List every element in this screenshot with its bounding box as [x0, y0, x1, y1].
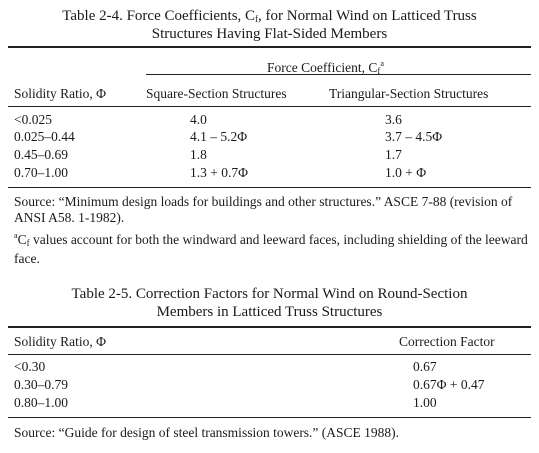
- table2-row3-correction: 1.00: [413, 395, 437, 410]
- table1-row3-square: 1.8: [190, 147, 207, 162]
- table2-title-line1: Table 2-5. Correction Factors for Normal…: [71, 286, 468, 302]
- table1-header-solidity: Solidity Ratio, Φ: [14, 86, 107, 101]
- table1-header-triangular: Triangular-Section Structures: [329, 86, 489, 101]
- table1-group-header: Force Coefficient, Cfa: [267, 59, 384, 76]
- table1-row2-solidity: 0.025–0.44: [14, 129, 75, 144]
- table1-row2-triangular: 3.7 – 4.5Φ: [385, 129, 443, 144]
- table2-row2-correction: 0.67Φ + 0.47: [413, 377, 485, 392]
- table2-row1-solidity: <0.30: [14, 359, 46, 374]
- table2-bottom-rule: [8, 417, 531, 418]
- table2-row1-correction: 0.67: [413, 359, 437, 374]
- table1-row3-solidity: 0.45–0.69: [14, 147, 68, 162]
- table1-row3-triangular: 1.7: [385, 147, 402, 162]
- table1-row4-solidity: 0.70–1.00: [14, 165, 68, 180]
- table1-header-square: Square-Section Structures: [146, 86, 287, 101]
- table2-header-rule: [8, 354, 531, 355]
- table2-row3-solidity: 0.80–1.00: [14, 395, 68, 410]
- table1-source: Source: “Minimum design loads for buildi…: [14, 194, 513, 225]
- table2-title-line2: Members in Latticed Truss Structures: [156, 304, 383, 320]
- table2-header-correction: Correction Factor: [399, 334, 495, 349]
- table2-header-solidity: Solidity Ratio, Φ: [14, 334, 107, 349]
- table1-header-rule: [8, 106, 531, 107]
- table1-row2-square: 4.1 – 5.2Φ: [190, 129, 248, 144]
- table2-row2-solidity: 0.30–0.79: [14, 377, 68, 392]
- table1-footnote: aCf values account for both the windward…: [14, 231, 528, 266]
- table1-top-rule: [8, 46, 531, 48]
- table1-row4-square: 1.3 + 0.7Φ: [190, 165, 248, 180]
- table1-row1-triangular: 3.6: [385, 112, 402, 127]
- table1-bottom-rule: [8, 187, 531, 188]
- table2-source: Source: “Guide for design of steel trans…: [14, 425, 400, 440]
- table1-row1-square: 4.0: [190, 112, 207, 127]
- table1-row4-triangular: 1.0 + Φ: [385, 165, 427, 180]
- table1-title-line1: Table 2-4. Force Coefficients, Cf, for N…: [62, 8, 477, 24]
- table2-top-rule: [8, 326, 531, 328]
- table1-row1-solidity: <0.025: [14, 112, 52, 127]
- table1-title-line2: Structures Having Flat-Sided Members: [151, 26, 388, 42]
- table1-group-rule: [146, 74, 531, 75]
